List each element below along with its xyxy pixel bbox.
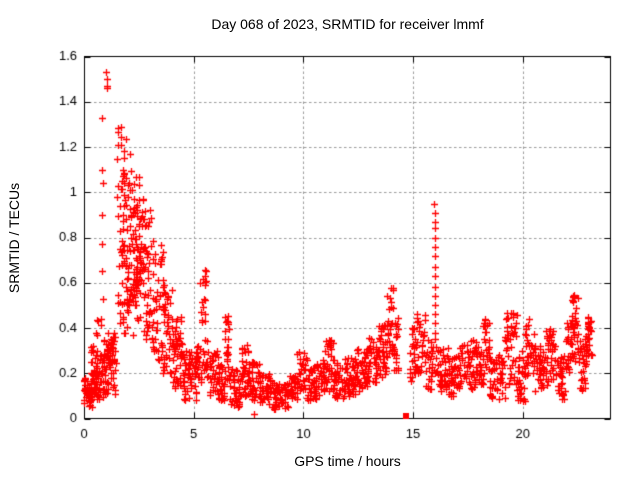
x-axis-label: GPS time / hours	[294, 453, 401, 469]
y-axis-label: SRMTID / TECUs	[6, 182, 22, 294]
chart-title: Day 068 of 2023, SRMTID for receiver lmm…	[211, 16, 484, 32]
